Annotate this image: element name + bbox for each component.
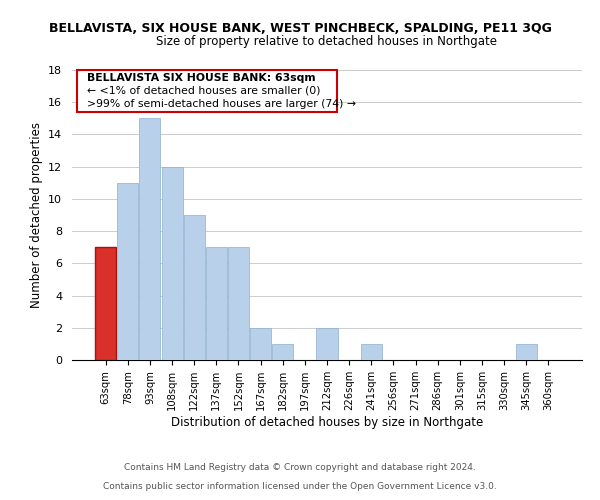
Bar <box>250 328 271 360</box>
Bar <box>139 118 160 360</box>
Title: Size of property relative to detached houses in Northgate: Size of property relative to detached ho… <box>157 35 497 48</box>
Bar <box>228 247 249 360</box>
Text: >99% of semi-detached houses are larger (74) →: >99% of semi-detached houses are larger … <box>88 99 356 109</box>
X-axis label: Distribution of detached houses by size in Northgate: Distribution of detached houses by size … <box>171 416 483 428</box>
Bar <box>515 344 536 360</box>
Bar <box>316 328 338 360</box>
Bar <box>361 344 382 360</box>
Bar <box>184 215 205 360</box>
FancyBboxPatch shape <box>77 70 337 112</box>
Text: ← <1% of detached houses are smaller (0): ← <1% of detached houses are smaller (0) <box>88 86 321 96</box>
Bar <box>272 344 293 360</box>
Bar <box>95 247 116 360</box>
Y-axis label: Number of detached properties: Number of detached properties <box>29 122 43 308</box>
Bar <box>161 166 182 360</box>
Text: Contains HM Land Registry data © Crown copyright and database right 2024.: Contains HM Land Registry data © Crown c… <box>124 464 476 472</box>
Text: Contains public sector information licensed under the Open Government Licence v3: Contains public sector information licen… <box>103 482 497 491</box>
Bar <box>118 183 139 360</box>
Text: BELLAVISTA SIX HOUSE BANK: 63sqm: BELLAVISTA SIX HOUSE BANK: 63sqm <box>88 73 316 83</box>
Bar <box>206 247 227 360</box>
Text: BELLAVISTA, SIX HOUSE BANK, WEST PINCHBECK, SPALDING, PE11 3QG: BELLAVISTA, SIX HOUSE BANK, WEST PINCHBE… <box>49 22 551 36</box>
